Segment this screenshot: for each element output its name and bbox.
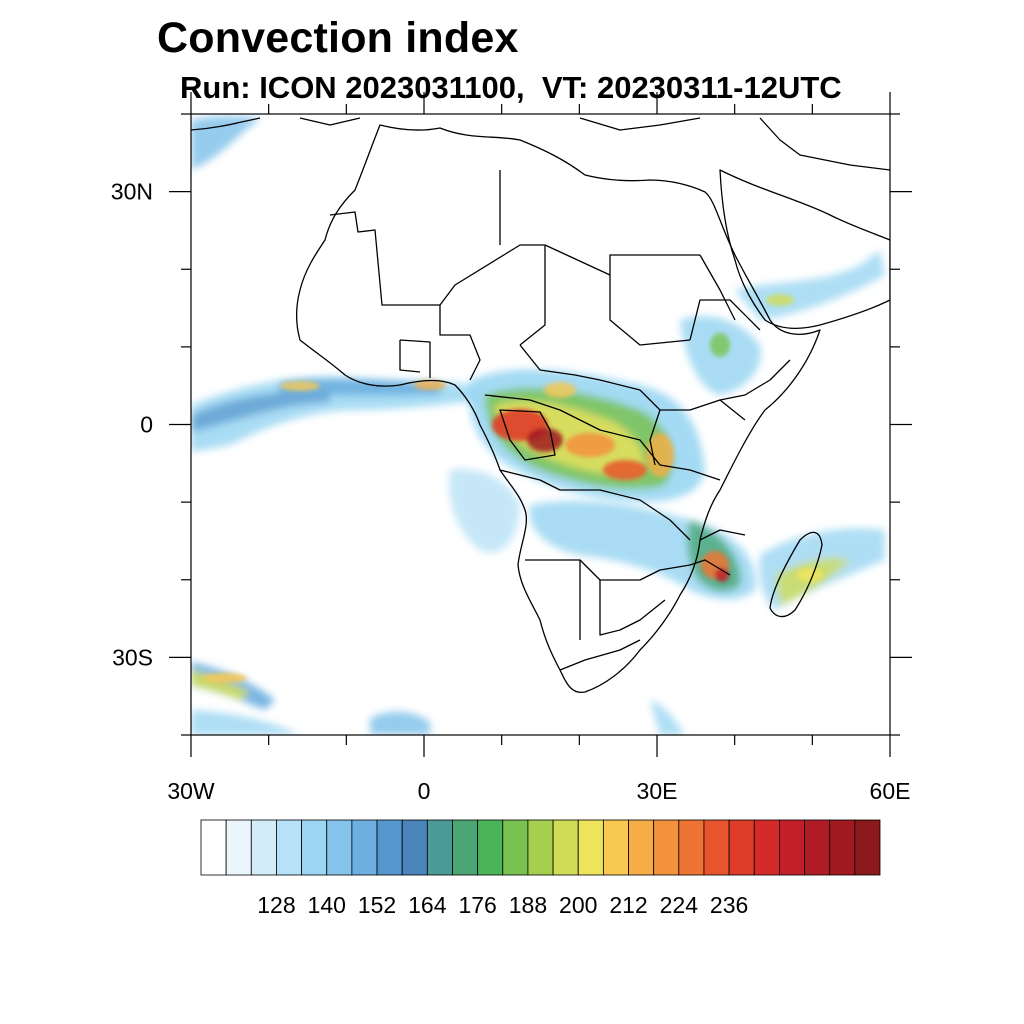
colorbar-swatch (527, 819, 554, 876)
colorbar-swatch (200, 819, 227, 876)
colorbar-swatch (829, 819, 856, 876)
colorbar-swatch (376, 819, 403, 876)
axes: 30N 0 30S 30W 0 30E 60E (111, 92, 912, 804)
convection-field (191, 115, 885, 735)
map-subtitle: Run: ICON 2023031100, VT: 20230311-12UTC (180, 70, 842, 105)
colorbar-swatch (426, 819, 453, 876)
colorbar-swatch (628, 819, 655, 876)
lon-tick-label: 30W (167, 778, 215, 804)
country-borders (191, 117, 890, 693)
colorbar-swatch (250, 819, 277, 876)
lon-tick-label: 60E (870, 778, 911, 804)
colorbar-swatch (703, 819, 730, 876)
lat-tick-label: 30N (111, 179, 153, 205)
colorbar-label: 200 (559, 892, 597, 918)
colorbar-swatch (301, 819, 328, 876)
colorbar-swatch (326, 819, 353, 876)
colorbar-swatch (452, 819, 479, 876)
colorbar-swatch (552, 819, 579, 876)
lat-tick-label: 30S (112, 644, 153, 670)
colorbar-swatch (351, 819, 378, 876)
colorbar-label: 152 (358, 892, 396, 918)
colorbar-swatch (477, 819, 504, 876)
colorbar-label: 176 (458, 892, 496, 918)
colorbar-label: 128 (257, 892, 295, 918)
colorbar-swatch (779, 819, 805, 876)
colorbar-swatch (225, 819, 252, 876)
colorbar-swatch (276, 819, 302, 876)
colorbar-swatch (753, 819, 780, 876)
colorbar-swatch (854, 819, 881, 876)
colorbar-swatch (602, 819, 629, 876)
lat-tick-label: 0 (140, 412, 153, 438)
lon-tick-label: 30E (637, 778, 678, 804)
colorbar-label: 164 (408, 892, 447, 918)
lon-tick-label: 0 (418, 778, 431, 804)
colorbar-label: 224 (660, 892, 699, 918)
colorbar-swatch (502, 819, 529, 876)
colorbar-swatch (653, 819, 680, 876)
colorbar-swatch (728, 819, 755, 876)
colorbar-swatch (401, 819, 428, 876)
colorbar-label: 236 (710, 892, 748, 918)
colorbar-swatch (678, 819, 705, 876)
colorbar: 128 140 152 164 176 188 200 212 224 236 (200, 819, 881, 918)
colorbar-label: 212 (609, 892, 647, 918)
colorbar-label: 188 (509, 892, 547, 918)
colorbar-label: 140 (308, 892, 346, 918)
map-title: Convection index (157, 14, 519, 62)
colorbar-swatch (804, 819, 831, 876)
colorbar-swatch (577, 819, 604, 876)
